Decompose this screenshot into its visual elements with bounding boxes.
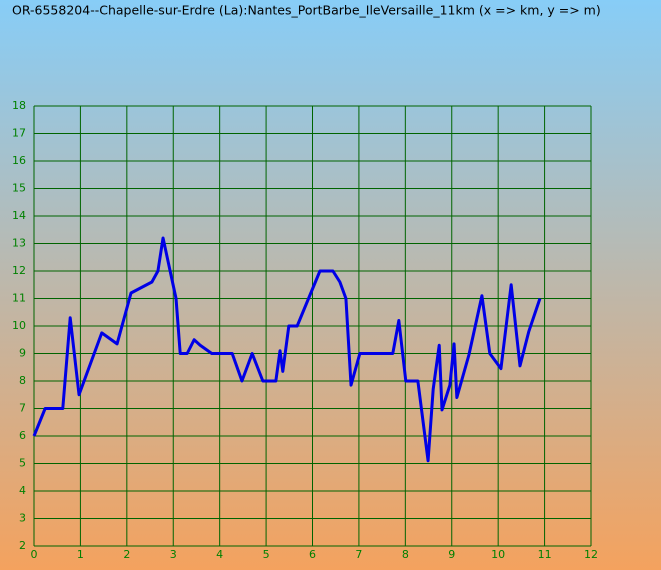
chart-title: OR-6558204--Chapelle-sur-Erdre (La):Nant… [12, 3, 601, 18]
x-tick-label: 1 [77, 548, 84, 561]
y-tick-label: 14 [12, 209, 26, 222]
x-tick-label: 2 [123, 548, 130, 561]
data-line [32, 236, 542, 463]
y-tick-label: 12 [12, 264, 26, 277]
y-tick-label: 16 [12, 154, 26, 167]
x-tick-label: 5 [263, 548, 270, 561]
x-tick-label: 7 [355, 548, 362, 561]
x-tick-label: 6 [309, 548, 316, 561]
y-tick-label: 8 [19, 374, 26, 387]
x-tick-label: 8 [402, 548, 409, 561]
y-tick-label: 11 [12, 292, 26, 305]
x-tick-label: 0 [31, 548, 38, 561]
y-tick-label: 6 [19, 429, 26, 442]
y-tick-label: 7 [19, 402, 26, 415]
y-tick-label: 4 [19, 484, 26, 497]
x-tick-label: 9 [448, 548, 455, 561]
x-tick-label: 12 [584, 548, 598, 561]
y-tick-label: 13 [12, 237, 26, 250]
y-tick-label: 15 [12, 182, 26, 195]
x-tick-label: 11 [538, 548, 552, 561]
y-tick-label: 17 [12, 127, 26, 140]
y-tick-label: 2 [19, 539, 26, 552]
y-tick-label: 9 [19, 347, 26, 360]
x-tick-label: 10 [491, 548, 505, 561]
y-tick-label: 3 [19, 512, 26, 525]
x-tick-label: 4 [216, 548, 223, 561]
y-tick-label: 5 [19, 457, 26, 470]
y-tick-label: 18 [12, 99, 26, 112]
y-tick-label: 10 [12, 319, 26, 332]
x-tick-label: 3 [170, 548, 177, 561]
